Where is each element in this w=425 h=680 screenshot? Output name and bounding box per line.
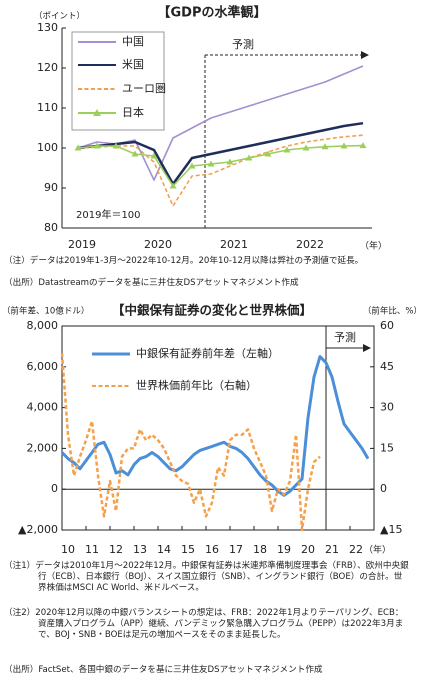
series-line [77,134,364,207]
x-tick-label: 13 [133,543,147,556]
note: （注1）データは2010年1月～2022年12月。中銀保有証券は米連邦準備制度理… [4,561,409,593]
x-tick-label: 22 [349,543,363,556]
point [264,150,272,157]
legend-marker [93,109,101,116]
point [188,162,196,169]
y2-tick-label: 0 [380,482,387,495]
y-tick-label: 2,000 [27,441,59,454]
x-tick-label: 2022 [296,238,324,251]
point [359,142,367,149]
legend-label: 米国 [122,58,144,71]
y-tick-label: ▲2,000 [18,523,58,536]
point [93,142,101,149]
series-line [60,353,321,532]
point [283,146,291,153]
legend-label: 世界株価前年比（右軸） [136,378,257,392]
x-tick-label: 16 [205,543,219,556]
annotation: 予測 [232,37,254,51]
note: （出所）FactSet、各国中銀のデータを基に三井住友DSアセットマネジメント作… [4,665,323,675]
y2-tick-label: ▲15 [380,523,402,536]
y-tick-label: 90 [44,181,58,194]
y2-tick-label: 30 [380,401,394,414]
chart-title: 【中銀保有証券の変化と世界株価】 [112,303,312,318]
annotation: 2019年＝100 [76,208,141,221]
point [169,182,177,189]
legend-label: 中銀保有証券前年差（左軸） [136,346,279,360]
note: （出所）Datastreamのデータを基に三井住友DSアセットマネジメント作成 [4,278,299,288]
x-tick-label: 10 [61,543,75,556]
legend-label: 日本 [122,105,144,119]
y-tick-label: 4,000 [27,401,59,414]
y-tick-label: 80 [44,221,58,234]
y-tick-label: 120 [37,61,58,74]
x-axis-label: （年） [364,544,391,556]
y2-tick-label: 45 [380,360,394,373]
point [321,143,329,150]
x-tick-label: 14 [157,543,171,556]
point [207,160,215,167]
point [131,150,139,157]
x-tick-label: 2020 [144,238,172,251]
y-tick-label: 100 [37,141,58,154]
point [112,142,120,149]
chart-title: 【GDPの水準観】 [158,5,267,21]
note: （注）データは2019年1-3月～2022年10-12月。20年10-12月以降… [4,256,364,266]
point [226,158,234,165]
series-line [77,121,364,186]
y-tick-label: 110 [37,101,58,114]
legend-label: ユーロ圏 [122,82,166,95]
x-tick-label: 19 [277,543,291,556]
point [340,142,348,149]
y2-tick-label: 60 [380,319,394,332]
point [150,152,158,159]
annotation: 予測 [334,330,356,344]
x-axis-label: （年） [360,240,387,252]
y2-tick-label: 15 [380,441,394,454]
y-tick-label: 0 [51,482,58,495]
x-tick-label: 12 [109,543,123,556]
x-tick-label: 17 [229,543,243,556]
note: （注2）2020年12月以降の中銀バランスシートの想定は、FRB：2022年1月… [4,608,404,640]
x-tick-label: 21 [325,543,339,556]
plot-frame [61,325,375,531]
x-tick-label: 2021 [220,238,248,251]
point [245,154,253,161]
legend-label: 中国 [122,35,144,48]
point [74,144,82,151]
x-tick-label: 15 [181,543,195,556]
legend-box [71,31,165,131]
y-tick-label: 6,000 [27,360,59,373]
y-axis-label: （前年差、10億ドル） [2,306,89,317]
x-tick-label: 2019 [68,238,96,251]
x-tick-label: 20 [301,543,315,556]
series-line [60,355,370,497]
x-tick-label: 18 [253,543,267,556]
y2-axis-label: （前年比、%） [363,306,422,317]
point [302,144,310,151]
series-line [77,144,364,187]
y-axis-label: （ポイント） [34,11,85,22]
y-tick-label: 130 [37,21,58,34]
x-tick-label: 11 [85,543,99,556]
y-tick-label: 8,000 [27,319,59,332]
